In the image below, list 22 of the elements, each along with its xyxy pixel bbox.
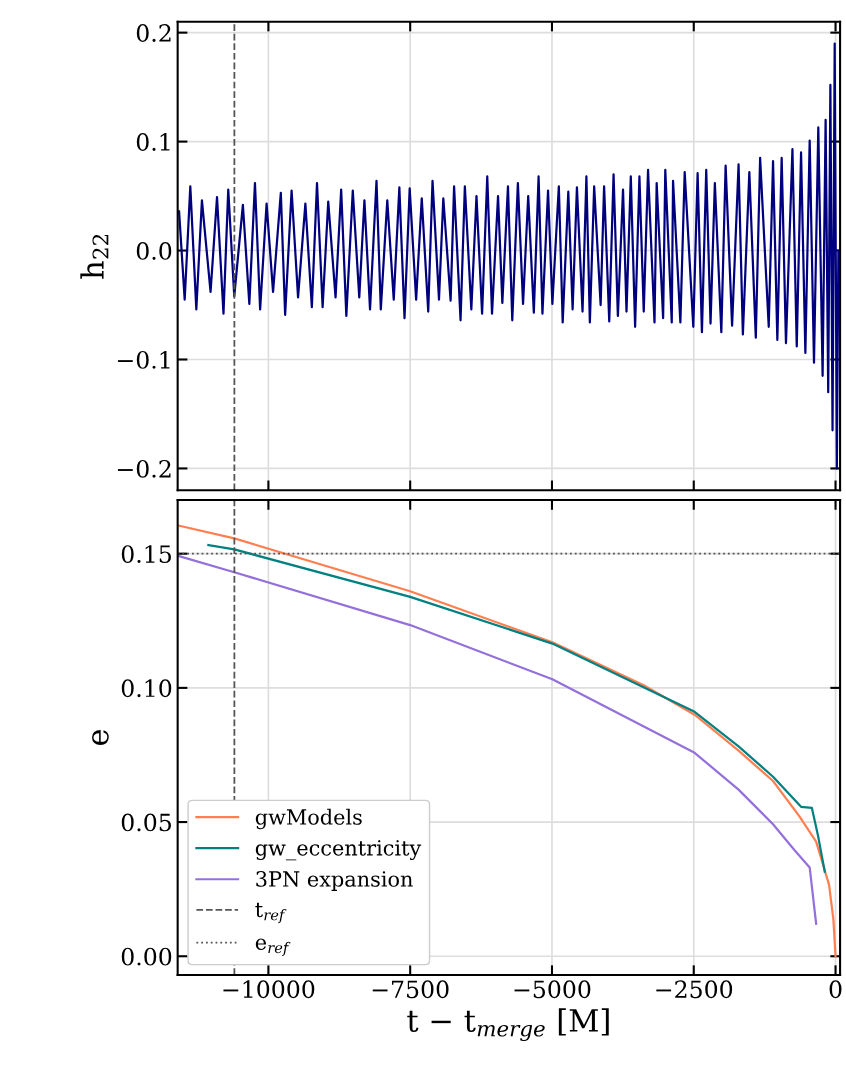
y-tick-label: 0.10 xyxy=(121,679,172,698)
ref-line-label: t$_{ref}$ xyxy=(255,902,287,924)
y-tick-label: −0.2 xyxy=(117,459,171,478)
y-tick-label: 0.00 xyxy=(121,947,172,966)
legend-label: gw_eccentricity xyxy=(255,840,422,861)
x-tick-label: −10000 xyxy=(223,980,315,999)
y-tick-label: 0.0 xyxy=(136,241,172,260)
x-tick-label: −2500 xyxy=(656,980,733,999)
x-axis-title: t − t$_{merge}$ [M] xyxy=(407,1008,609,1042)
x-tick-label: 0 xyxy=(829,980,842,999)
legend-label: 3PN expansion xyxy=(256,871,413,891)
x-tick-label: −7500 xyxy=(372,980,449,999)
legend-label: gwModels xyxy=(255,808,362,830)
y-tick-label: −0.1 xyxy=(117,350,170,369)
y-axis-title: h$_{22}$ xyxy=(80,234,109,279)
y-tick-label: 0.1 xyxy=(136,133,170,151)
x-tick-label: −5000 xyxy=(514,980,591,999)
y-tick-label: 0.15 xyxy=(121,545,171,563)
y-tick-label: 0.05 xyxy=(121,813,171,832)
y-axis-title: e xyxy=(92,730,109,746)
y-tick-label: 0.2 xyxy=(136,24,171,42)
legend-label: e$_{ref}$ xyxy=(255,938,291,956)
